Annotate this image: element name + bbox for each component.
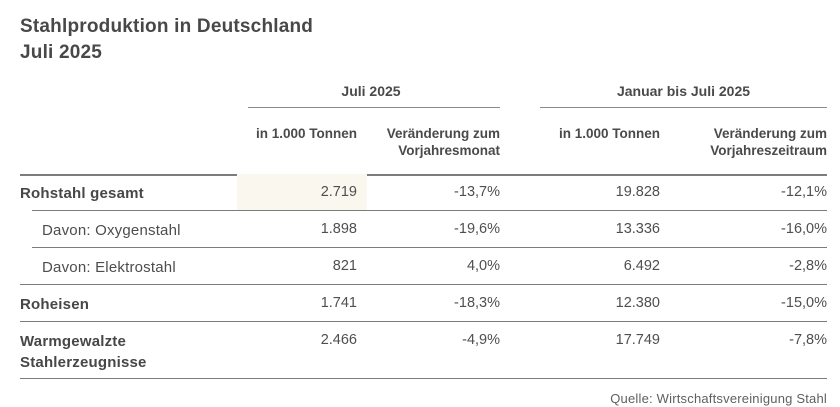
table-row-davon-oxygenstahl: Davon: Oxygenstahl 1.898 -19,6% 13.336 -… — [20, 211, 827, 248]
page-title: Stahlproduktion in Deutschland Juli 2025 — [20, 14, 313, 66]
cell-juli-tonnen: 2.466 — [320, 332, 357, 348]
cell-gap — [505, 248, 540, 285]
table-row-roheisen: Roheisen 1.741 -18,3% 12.380 -15,0% — [20, 285, 827, 322]
source-note: Quelle: Wirtschaftsvereinigung Stahl — [610, 391, 827, 406]
column-group-spacer — [20, 78, 237, 108]
column-header-spacer — [20, 116, 237, 159]
column-header-juli-tonnen: in 1.000 Tonnen — [255, 126, 357, 141]
table-row-davon-elektrostahl: Davon: Elektrostahl 821 4,0% 6.492 -2,8% — [20, 248, 827, 285]
column-header-ytd-tonnen: in 1.000 Tonnen — [558, 126, 660, 141]
cell-ytd-tonnen: 19.828 — [615, 184, 660, 200]
cell-juli-veraenderung: -13,7% — [454, 184, 500, 200]
column-group-juli-2025: Juli 2025 — [237, 78, 505, 108]
cell-ytd-veraenderung: -16,0% — [781, 221, 827, 237]
row-label: Rohstahl gesamt — [20, 185, 144, 202]
column-group-label: Juli 2025 — [341, 83, 401, 99]
column-header-juli-veraenderung: Veränderung zum Vorjahresmonat — [386, 126, 500, 158]
column-header-ytd-veraenderung: Veränderung zum Vorjahreszeitraum — [710, 126, 827, 158]
cell-juli-tonnen-highlighted: 2.719 — [237, 174, 367, 211]
column-header-gap — [505, 116, 540, 159]
column-header-row: in 1.000 Tonnen Veränderung zum Vorjahre… — [20, 116, 827, 159]
cell-gap — [505, 322, 540, 379]
column-group-label: Januar bis Juli 2025 — [616, 83, 751, 99]
cell-ytd-veraenderung: -2,8% — [789, 258, 827, 274]
cell-ytd-veraenderung: -7,8% — [789, 332, 827, 348]
table-row-warmgewalzte-stahlerzeugnisse: Warmgewalzte Stahlerzeugnisse 2.466 -4,9… — [20, 322, 827, 379]
table-row-rohstahl-gesamt: Rohstahl gesamt 2.719 -13,7% 19.828 -12,… — [20, 174, 827, 211]
cell-gap — [505, 211, 540, 248]
column-group-underline — [540, 107, 827, 108]
cell-gap — [505, 174, 540, 211]
column-group-januar-bis-juli-2025: Januar bis Juli 2025 — [540, 78, 827, 108]
column-group-gap — [505, 78, 540, 108]
cell-juli-veraenderung: -4,9% — [462, 332, 500, 348]
table-body: Rohstahl gesamt 2.719 -13,7% 19.828 -12,… — [20, 174, 827, 379]
cell-ytd-tonnen: 17.749 — [615, 332, 660, 348]
cell-juli-tonnen: 821 — [332, 258, 357, 274]
page-title-line1: Stahlproduktion in Deutschland — [20, 16, 314, 37]
cell-juli-tonnen: 1.898 — [320, 221, 357, 237]
row-label: Davon: Elektrostahl — [42, 259, 176, 276]
column-group-header-row: Juli 2025 Januar bis Juli 2025 — [20, 78, 827, 108]
row-label: Davon: Oxygenstahl — [42, 222, 181, 239]
cell-ytd-tonnen: 12.380 — [615, 295, 660, 311]
cell-juli-tonnen: 1.741 — [320, 295, 357, 311]
cell-ytd-tonnen: 6.492 — [623, 258, 660, 274]
cell-juli-veraenderung: 4,0% — [466, 258, 500, 274]
cell-ytd-tonnen: 13.336 — [615, 221, 660, 237]
column-group-underline — [248, 107, 500, 108]
production-table: Juli 2025 Januar bis Juli 2025 in 1.000 … — [20, 78, 827, 406]
cell-juli-veraenderung: -18,3% — [454, 295, 500, 311]
cell-ytd-veraenderung: -12,1% — [781, 184, 827, 200]
row-label: Roheisen — [20, 296, 90, 313]
cell-gap — [505, 285, 540, 322]
row-label: Warmgewalzte Stahlerzeugnisse — [20, 333, 147, 371]
page-title-line2: Juli 2025 — [20, 42, 103, 63]
cell-juli-veraenderung: -19,6% — [454, 221, 500, 237]
cell-ytd-veraenderung: -15,0% — [781, 295, 827, 311]
